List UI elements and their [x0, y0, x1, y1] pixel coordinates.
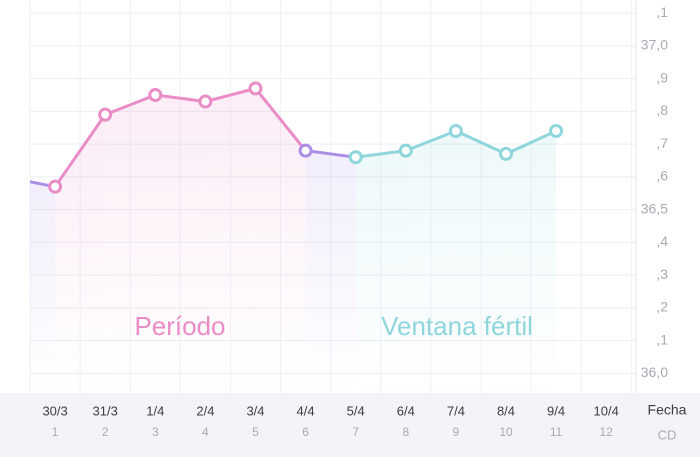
area-fill [105, 94, 156, 393]
line-segment [354, 149, 408, 159]
area-fill [55, 114, 106, 393]
data-point [98, 107, 113, 122]
line-segment [30, 180, 57, 189]
x-tick-label: 31/3 [93, 403, 118, 418]
data-point [48, 179, 63, 194]
y-tick-label: 36,0 [641, 364, 668, 380]
x-tick-label: 8/4 [497, 403, 515, 418]
day-number: 2 [102, 425, 109, 439]
area-fill [455, 131, 506, 393]
y-tick-label: ,4 [656, 233, 668, 249]
day-number: 1 [52, 425, 59, 439]
line-segment [404, 129, 458, 153]
day-number: 8 [402, 425, 409, 439]
y-tick-label: ,1 [656, 4, 668, 20]
area-fill [405, 131, 456, 393]
area-fill [155, 94, 206, 393]
x-tick-label: 9/4 [547, 403, 565, 418]
x-tick-label: 30/3 [42, 403, 67, 418]
y-tick-label: ,2 [656, 299, 668, 315]
area-fill [30, 181, 56, 393]
data-point [248, 81, 263, 96]
phase-label: Período [134, 311, 225, 341]
y-tick-label: ,9 [656, 69, 668, 85]
x-axis-label: Fecha [648, 402, 687, 418]
data-point [448, 124, 463, 138]
data-point [148, 87, 163, 102]
day-number: 6 [302, 425, 309, 439]
data-point [549, 124, 564, 138]
area-fill [255, 88, 306, 393]
x-tick-label: 6/4 [397, 403, 415, 418]
data-point [0, 171, 11, 182]
data-point [348, 150, 363, 165]
x-axis-band [0, 393, 700, 457]
day-axis-label: CD [658, 427, 677, 442]
day-number: 4 [202, 425, 209, 439]
y-tick-label: ,8 [656, 102, 668, 118]
y-tick-label: ,3 [656, 266, 668, 282]
y-tick-label: ,6 [656, 168, 668, 184]
area-fill [355, 150, 406, 393]
line-segment [203, 86, 257, 104]
y-tick-label: 37,0 [641, 37, 668, 53]
x-tick-label: 1/4 [146, 403, 164, 418]
data-point [298, 143, 313, 158]
x-tick-label: 3/4 [246, 403, 264, 418]
x-tick-label: 4/4 [297, 403, 315, 418]
y-tick-label: 36,5 [641, 200, 668, 216]
line-segment [304, 149, 358, 159]
area-fill [506, 131, 557, 393]
x-tick-label: 2/4 [196, 403, 214, 418]
day-number: 12 [600, 425, 614, 439]
line-segment [53, 113, 107, 189]
plot [0, 81, 564, 393]
y-tick-label: ,1 [656, 331, 668, 347]
day-number: 3 [152, 425, 159, 439]
day-number: 11 [550, 425, 563, 439]
data-point [499, 146, 513, 161]
data-point [398, 143, 413, 158]
data-point [198, 94, 213, 109]
line-segment [254, 86, 308, 153]
line-segment [153, 93, 207, 104]
day-number: 10 [499, 425, 513, 439]
x-tick-label: 5/4 [347, 403, 365, 418]
line-segment [454, 129, 508, 156]
line-segment [504, 129, 558, 156]
day-number: 7 [352, 425, 359, 439]
area-fill [305, 150, 356, 393]
phase-label: Ventana fértil [381, 311, 533, 341]
y-tick-label: ,7 [656, 135, 668, 151]
day-number: 5 [252, 425, 259, 439]
line-segment [103, 93, 157, 117]
day-number: 9 [453, 425, 460, 439]
x-tick-label: 10/4 [594, 403, 619, 418]
x-tick-label: 7/4 [447, 403, 465, 418]
area-fill [205, 88, 256, 393]
